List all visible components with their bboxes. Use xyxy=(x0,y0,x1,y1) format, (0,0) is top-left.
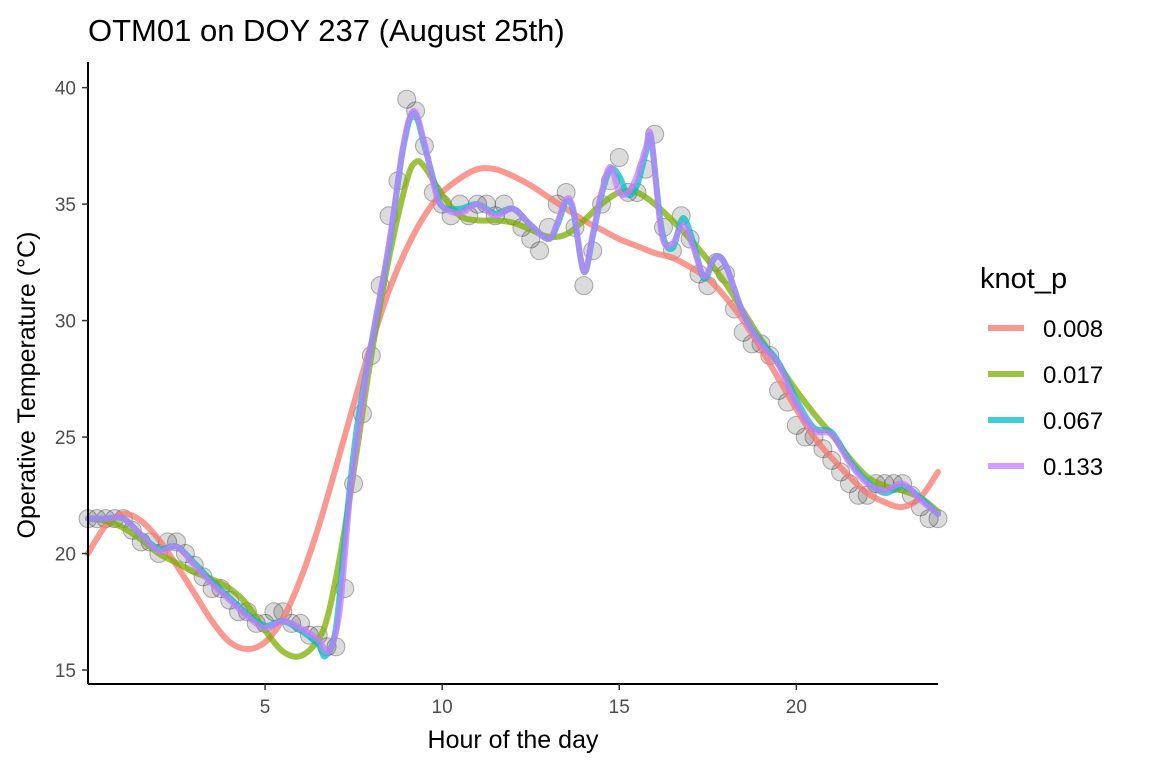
y-tick-label: 30 xyxy=(55,312,76,333)
y-tick-label: 40 xyxy=(55,79,76,100)
chart-title: OTM01 on DOY 237 (August 25th) xyxy=(88,13,565,48)
legend-label-0.067: 0.067 xyxy=(1043,408,1103,435)
legend-label-0.017: 0.017 xyxy=(1043,362,1103,389)
x-axis-ticks: 5 10 15 20 xyxy=(260,684,807,718)
y-tick-label: 25 xyxy=(55,428,76,449)
observation-point xyxy=(574,276,594,296)
observation-point xyxy=(609,148,629,168)
legend-title: knot_p xyxy=(980,263,1067,295)
y-tick-label: 35 xyxy=(55,195,76,216)
observation-point xyxy=(397,89,417,109)
series-line-0.133 xyxy=(85,107,941,656)
legend-label-0.133: 0.133 xyxy=(1043,454,1103,481)
legend-label-0.008: 0.008 xyxy=(1043,316,1103,343)
series-lines-layer xyxy=(85,107,941,660)
x-tick-label: 20 xyxy=(786,697,807,718)
series-line-0.067 xyxy=(85,110,941,660)
x-tick-label: 5 xyxy=(260,697,271,718)
y-tick-label: 15 xyxy=(55,661,76,682)
x-tick-label: 15 xyxy=(609,697,630,718)
y-tick-label: 20 xyxy=(55,545,76,566)
observation-point xyxy=(530,241,550,261)
y-axis-ticks: 15 20 25 30 35 40 xyxy=(55,79,88,682)
legend: knot_p 0.008 0.017 0.067 0.133 xyxy=(980,263,1103,481)
x-axis-label: Hour of the day xyxy=(428,726,599,754)
y-axis-label: Operative Temperature (°C) xyxy=(13,232,41,539)
x-tick-label: 10 xyxy=(432,697,453,718)
